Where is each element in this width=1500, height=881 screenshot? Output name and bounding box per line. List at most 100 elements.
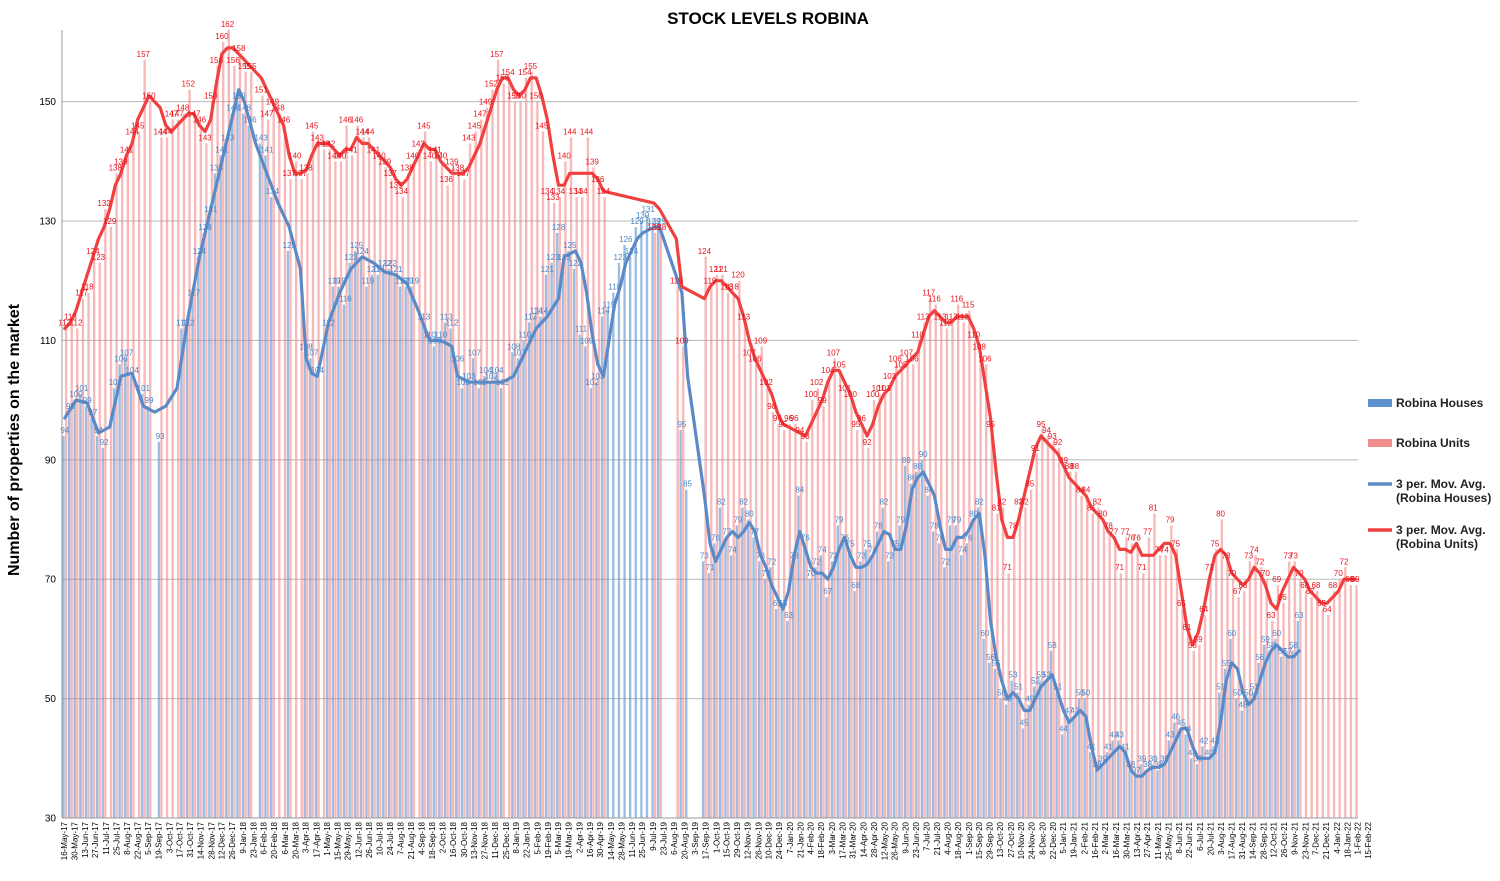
y-tick-label: 30 (45, 814, 57, 825)
bar (729, 555, 733, 818)
data-labels: 9498100101999794921021061071041019993112… (58, 20, 1360, 775)
bar (1024, 507, 1027, 818)
data-label: 148 (176, 104, 190, 113)
bar (376, 274, 379, 818)
bar (1029, 489, 1033, 818)
bar (915, 471, 918, 818)
bar (87, 292, 90, 819)
x-tick-label: 18-Aug-20 (954, 821, 963, 859)
bar (367, 137, 371, 819)
bar (1097, 507, 1100, 818)
bar (676, 286, 679, 818)
data-label: 102 (759, 378, 773, 387)
data-label: 80 (745, 510, 754, 519)
data-label: 104 (821, 366, 835, 375)
x-tick-label: 6-Jul-21 (1196, 821, 1205, 850)
bar (289, 179, 292, 818)
data-label: 76 (711, 533, 720, 542)
bar (1338, 579, 1341, 818)
data-label: 79 (952, 515, 961, 524)
data-label: 58 (1289, 641, 1298, 650)
data-label: 44 (1182, 724, 1191, 733)
column-bars (62, 30, 1358, 819)
data-label: 114 (535, 307, 548, 316)
data-label: 80 (1098, 510, 1107, 519)
bar (766, 388, 769, 818)
x-tick-label: 1-Feb-22 (1354, 821, 1363, 854)
x-tick-label: 14-Nov-17 (197, 821, 206, 859)
data-label: 112 (182, 318, 195, 327)
data-label: 63 (784, 611, 793, 620)
x-tick-label: 10-Jul-18 (376, 821, 385, 855)
legend: Robina Houses Robina Units 3 per. Mov. Avg… (1368, 396, 1491, 551)
data-label: 72 (1340, 557, 1349, 566)
data-label: 145 (468, 121, 482, 130)
x-tick-label: 20-Feb-18 (270, 821, 279, 858)
x-tick-label: 30-Apr-19 (596, 821, 605, 857)
legend-label: Robina Units (1396, 436, 1470, 450)
data-label: 38 (1093, 760, 1102, 769)
data-label: 113 (64, 313, 77, 322)
bar (1139, 764, 1142, 818)
bar (112, 388, 116, 818)
x-tick-label: 22-Aug-17 (133, 821, 142, 859)
data-label: 108 (299, 342, 313, 351)
data-label: 140 (333, 151, 347, 160)
bar (988, 662, 991, 818)
bar (1001, 507, 1005, 818)
data-label: 116 (928, 295, 941, 304)
data-label: 44 (1059, 724, 1068, 733)
data-label: 102 (496, 378, 510, 387)
bar (971, 519, 974, 818)
bar (1060, 734, 1064, 818)
data-label: 113 (917, 313, 930, 322)
bar (516, 358, 520, 818)
x-tick-label: 11-Jul-17 (102, 821, 111, 854)
bar (1223, 668, 1227, 818)
data-label: 103 (883, 372, 897, 381)
data-label: 141 (215, 145, 229, 154)
data-label: 124 (625, 247, 639, 256)
bar (811, 400, 814, 818)
bar (1192, 650, 1195, 818)
bar (1136, 543, 1139, 818)
bar (898, 525, 901, 818)
data-label: 74 (728, 545, 737, 554)
data-label: 85 (683, 480, 692, 489)
bar (743, 322, 747, 818)
bar (558, 197, 561, 819)
bar (499, 388, 503, 818)
x-tick-label: 21-Jan-20 (796, 821, 805, 858)
bar (272, 107, 275, 818)
bar (875, 531, 879, 818)
bar (589, 388, 593, 818)
x-tick-label: 5-Sep-17 (144, 821, 153, 854)
data-label: 135 (389, 181, 403, 190)
bar (786, 621, 789, 818)
bar (1102, 519, 1106, 818)
x-tick-label: 23-Jul-19 (660, 821, 669, 855)
bar (645, 215, 649, 818)
x-tick-label: 31-Mar-20 (849, 821, 858, 858)
bar (126, 155, 129, 818)
bar (701, 561, 705, 818)
bar (513, 101, 517, 819)
bar (180, 328, 183, 818)
bar (623, 244, 626, 819)
data-label: 115 (962, 301, 975, 310)
data-label: 73 (790, 551, 799, 560)
data-label: 65 (1317, 599, 1326, 608)
data-label: 151 (254, 86, 268, 95)
bar (791, 561, 795, 818)
bar (1246, 698, 1249, 818)
data-label: 124 (86, 247, 100, 256)
bar (1220, 519, 1224, 818)
data-label: 68 (1311, 581, 1320, 590)
data-label: 49 (1003, 695, 1012, 704)
data-label: 114 (597, 307, 610, 316)
bar (185, 328, 189, 818)
x-tick-label: 22-Dec-20 (1049, 821, 1058, 859)
x-tick-label: 8-Jan-19 (512, 821, 521, 853)
bar (199, 125, 202, 819)
bar (421, 322, 424, 818)
